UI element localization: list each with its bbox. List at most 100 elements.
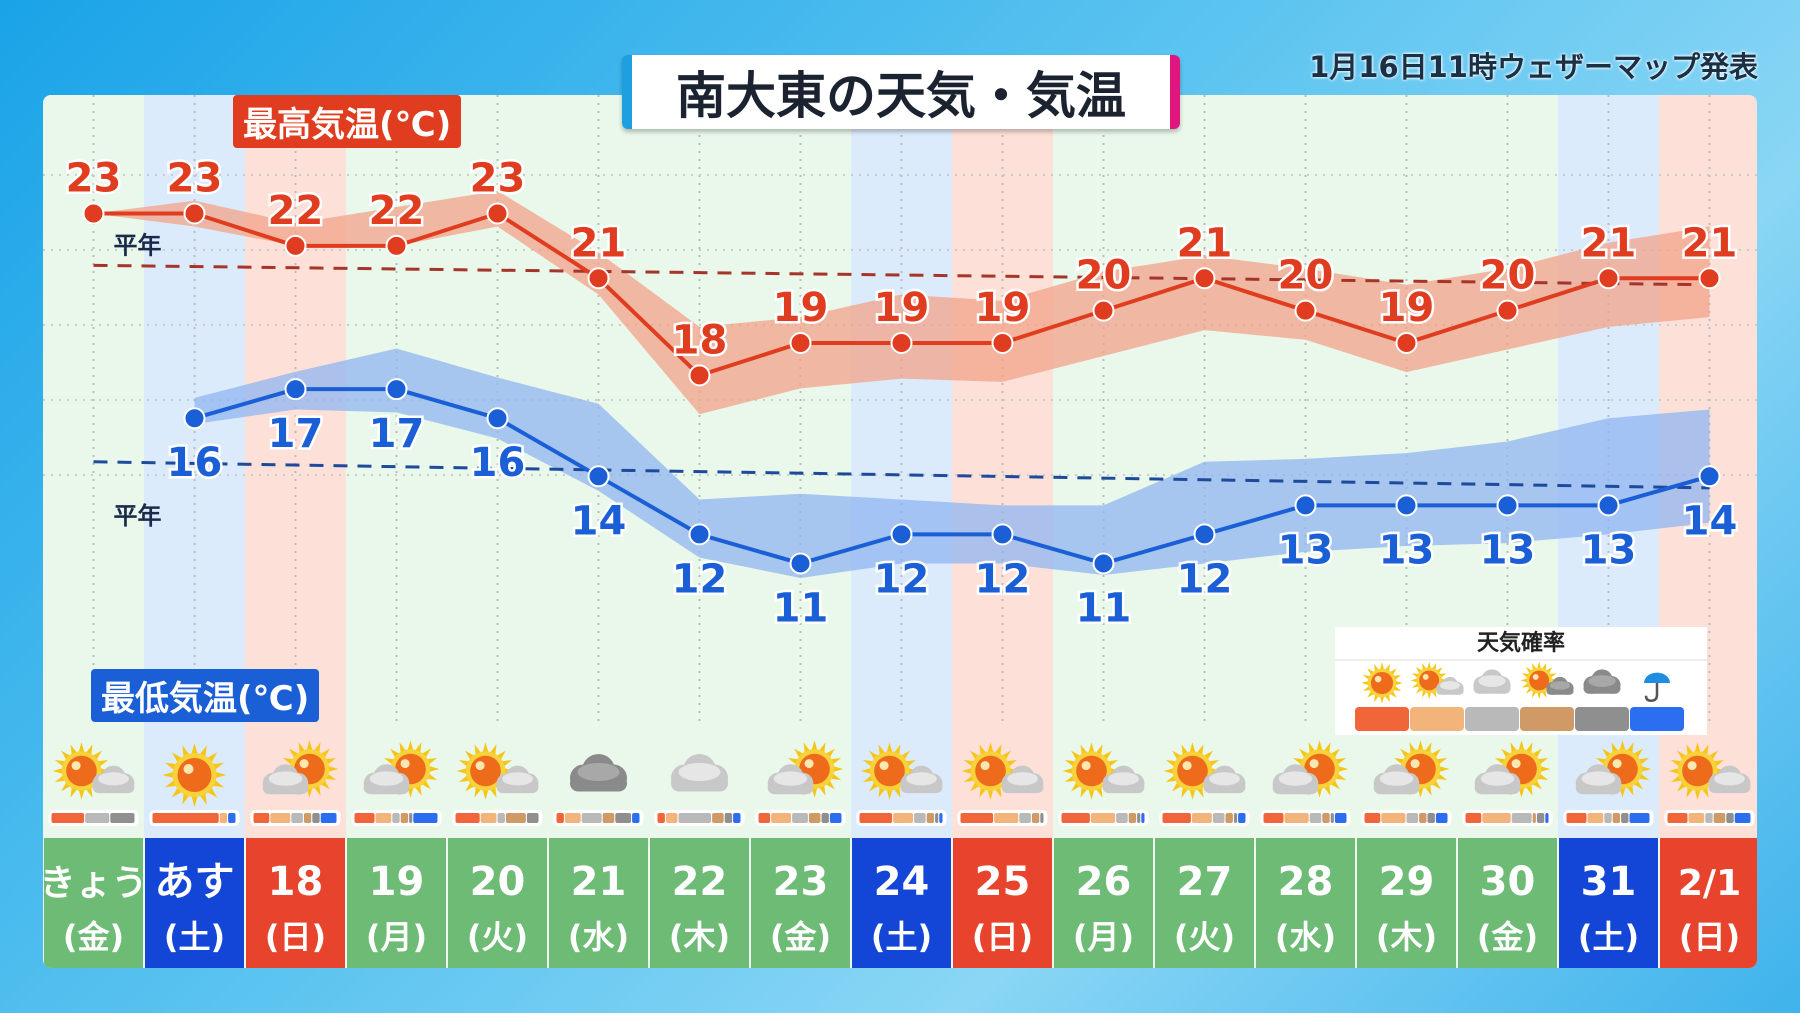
data-label: 13 <box>1480 527 1536 573</box>
data-point <box>587 465 610 488</box>
prob-segment <box>678 813 712 823</box>
cloud-icon <box>496 765 539 794</box>
prob-segment <box>505 813 526 823</box>
prob-segment <box>602 813 615 823</box>
sun-ray <box>482 789 489 800</box>
cloud-highlight <box>773 771 808 786</box>
prob-segment <box>581 813 602 823</box>
legend-items <box>1355 661 1684 731</box>
date-cell <box>1155 838 1254 968</box>
sun-core <box>470 755 501 787</box>
sun-shine <box>980 761 990 771</box>
prob-segment <box>1212 813 1225 823</box>
prob-segment <box>1629 813 1650 823</box>
prob-segment <box>926 813 935 823</box>
cloud-icon <box>1001 765 1044 794</box>
data-point <box>1193 267 1216 290</box>
cloud-base <box>1272 781 1319 795</box>
sun-shine <box>1422 673 1429 680</box>
cloud-highlight <box>678 763 721 781</box>
date-label: 27 <box>1177 859 1233 905</box>
prob-segment <box>994 813 1019 823</box>
data-label: 21 <box>571 220 627 266</box>
prob-segment <box>526 813 539 823</box>
date-cell <box>44 838 143 968</box>
cloud-icon <box>1102 765 1145 794</box>
data-point <box>183 202 206 225</box>
prob-segment <box>1090 813 1116 823</box>
date-cell <box>852 838 951 968</box>
sun-ray <box>407 740 414 751</box>
sun-ray <box>1694 742 1701 753</box>
sun-ray <box>328 766 339 772</box>
date-cell <box>1458 838 1557 968</box>
sun-ray <box>811 740 818 751</box>
cloud-base <box>363 781 410 795</box>
normal-label: 平年 <box>114 502 162 530</box>
data-point <box>688 523 711 546</box>
date-label: きょう <box>43 863 148 904</box>
sun-ray <box>482 742 489 753</box>
cloud-icon <box>671 754 728 792</box>
legend-swatch <box>1410 707 1464 731</box>
data-label: 19 <box>874 285 930 331</box>
sun-shine <box>1687 761 1697 771</box>
cloud-icon <box>1474 764 1521 795</box>
chart-panel: 平年 23 23 22 22 23 21 18 19 19 19 20 21 20 19 20 21 21 平年 16… <box>43 95 1757 968</box>
cloud-icon <box>1272 764 1319 795</box>
data-point <box>1294 299 1317 322</box>
data-label: 12 <box>1177 556 1233 602</box>
cloud-highlight <box>1209 772 1240 786</box>
prob-segment <box>1713 813 1726 823</box>
date-cell <box>347 838 446 968</box>
data-point <box>1395 332 1418 355</box>
cloud-icon <box>900 765 943 794</box>
sun-ray <box>456 768 467 774</box>
normal-label: 平年 <box>114 231 162 259</box>
prob-segment <box>712 813 724 823</box>
sun-ray <box>1427 692 1432 700</box>
prob-segment <box>1364 813 1381 823</box>
prob-segment <box>455 813 480 823</box>
weekday-label: (火) <box>1174 918 1235 956</box>
cloud-highlight <box>98 772 129 786</box>
weekday-label: (日) <box>1679 918 1740 956</box>
column-bg <box>1053 95 1154 838</box>
prob-segment <box>1162 813 1191 823</box>
normal-line <box>93 263 1710 287</box>
column-bg <box>649 95 750 838</box>
date-label: 21 <box>571 859 627 905</box>
prob-segment <box>1406 813 1419 823</box>
cloud-base <box>671 775 728 792</box>
weekday-label: (月) <box>1073 918 1134 956</box>
cloud-base <box>92 781 135 794</box>
cloud-icon <box>262 764 309 795</box>
data-point <box>1092 552 1115 575</box>
prob-segment <box>1061 813 1090 823</box>
prob-segment <box>1191 813 1212 823</box>
cloud-base <box>496 781 539 794</box>
sun-shine <box>1410 759 1420 769</box>
prob-segment <box>1566 813 1587 823</box>
prob-segment <box>893 813 914 823</box>
sun-core <box>874 755 905 787</box>
umbrella-canopy <box>1644 672 1670 683</box>
data-point <box>789 552 812 575</box>
sun-core <box>1076 755 1107 787</box>
prob-segment <box>1137 813 1141 823</box>
sun-ray <box>860 768 871 774</box>
prob-segment <box>51 813 85 823</box>
cloud-highlight <box>1478 675 1506 687</box>
cloud-base <box>1102 781 1145 794</box>
data-label: 20 <box>1480 253 1536 299</box>
sun-ray <box>162 771 174 779</box>
sun-shine <box>183 764 194 774</box>
prob-segment <box>724 813 733 823</box>
cloud-base <box>1436 686 1464 695</box>
sun-ray <box>1316 787 1323 798</box>
sun-ray <box>1338 766 1349 772</box>
prob-segment <box>1225 813 1233 823</box>
sun-ray <box>1088 789 1095 800</box>
sun-ray <box>407 787 414 798</box>
sun-ray <box>1189 742 1196 753</box>
